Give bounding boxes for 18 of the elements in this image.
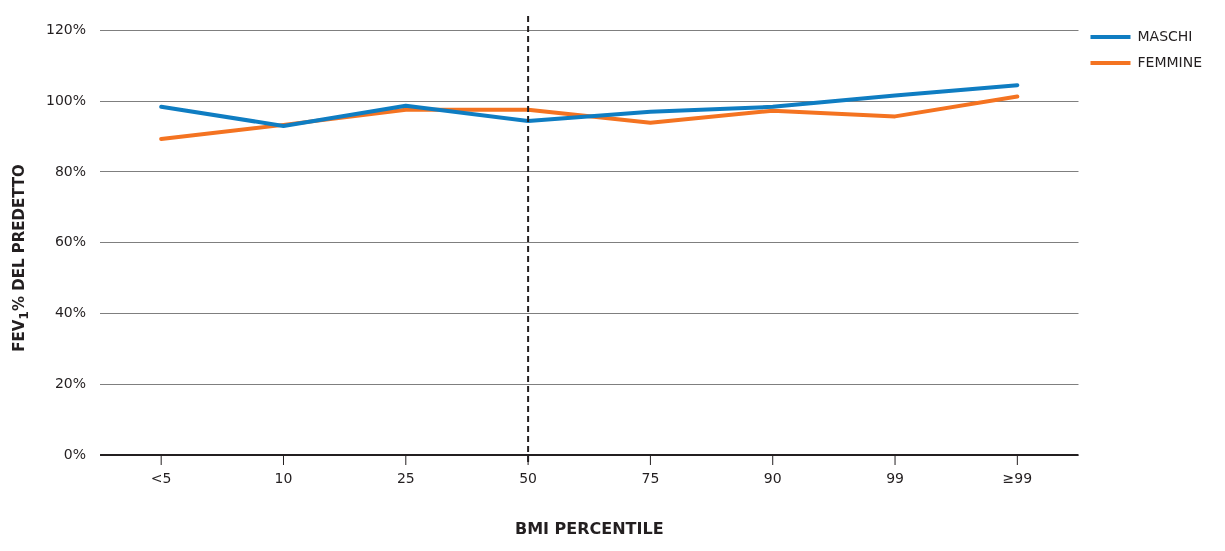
- x-tick-label: <5: [150, 470, 172, 487]
- y-tick-label: 80%: [54, 162, 87, 179]
- legend-label: MASCHI: [1137, 27, 1193, 44]
- x-tick-label: 75: [641, 470, 660, 487]
- y-tick-label: 40%: [54, 304, 87, 321]
- x-tick-label: 10: [274, 470, 293, 487]
- y-tick-label: 120%: [45, 21, 87, 38]
- y-tick-label: 100%: [45, 91, 87, 108]
- x-tick-label: 50: [519, 470, 538, 487]
- legend-label: FEMMINE: [1137, 53, 1203, 70]
- y-tick-label: 20%: [54, 374, 87, 391]
- x-tick-label: ≥99: [1002, 470, 1033, 487]
- x-axis-title: BMI PERCENTILE: [514, 518, 664, 538]
- x-tick-label: 25: [396, 470, 415, 487]
- x-tick-label: 90: [763, 470, 782, 487]
- y-tick-label: 0%: [63, 445, 87, 462]
- y-tick-label: 60%: [54, 233, 87, 250]
- x-tick-label: 99: [886, 470, 904, 487]
